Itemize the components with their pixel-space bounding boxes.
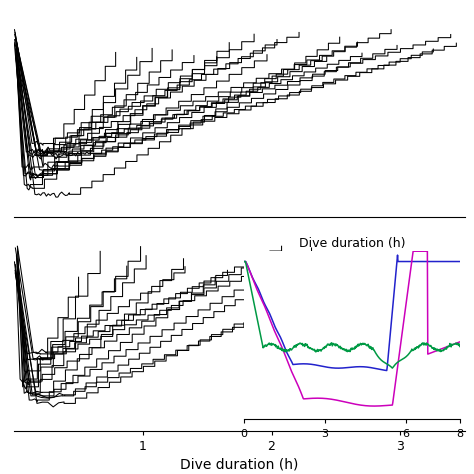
Title: Dive duration (h): Dive duration (h) xyxy=(299,237,405,250)
X-axis label: Dive duration (h): Dive duration (h) xyxy=(180,457,299,472)
